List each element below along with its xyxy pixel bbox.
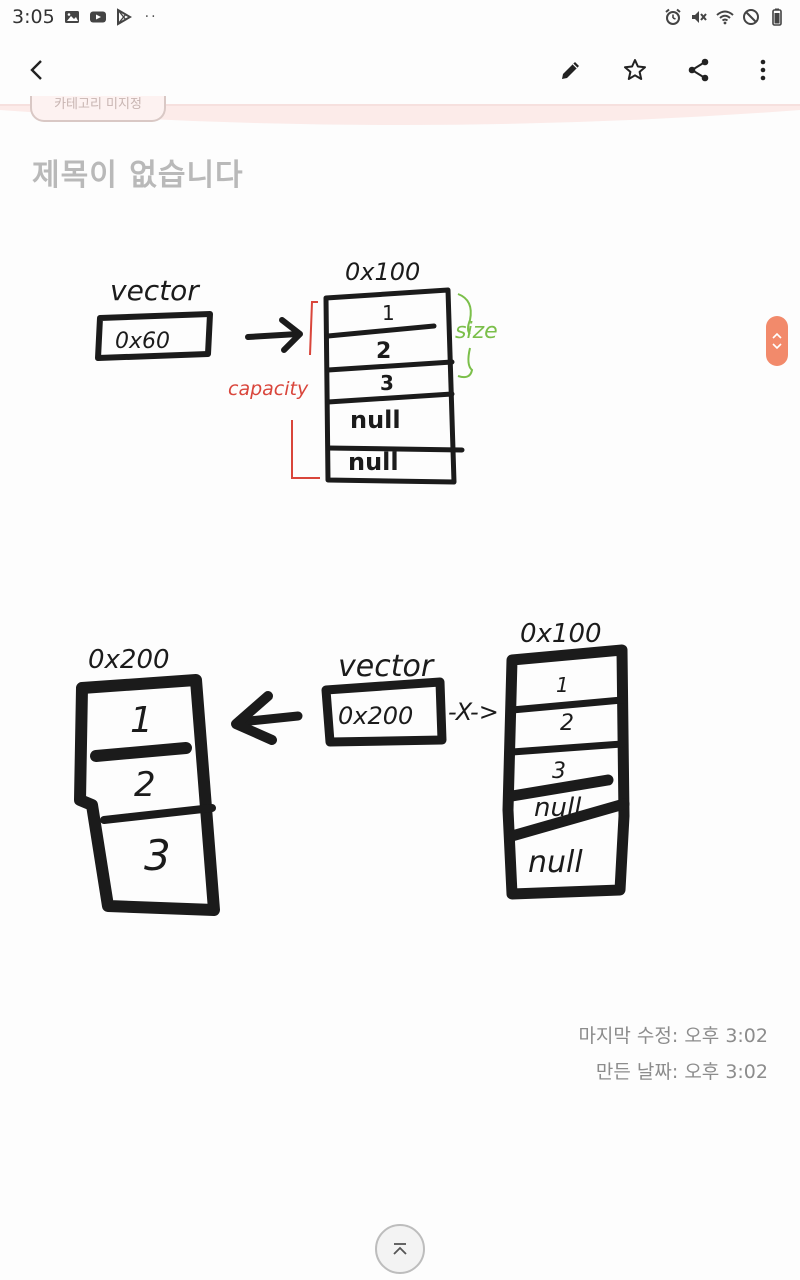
new-cell-1: 1: [130, 700, 153, 741]
bottom-arrow: [235, 711, 303, 727]
favorite-button[interactable]: [610, 45, 660, 95]
modified-time: 마지막 수정: 오후 3:02: [578, 1025, 768, 1047]
back-arrow-icon: [30, 60, 42, 80]
top-pointer-value: 0x60: [115, 329, 170, 354]
scroll-handle[interactable]: [766, 316, 788, 366]
scroll-top-icon: [393, 1243, 407, 1255]
new-array-address: 0x200: [88, 645, 170, 675]
top-cell-4: null: [350, 406, 401, 434]
top-address: 0x100: [345, 258, 420, 286]
star-icon: [624, 59, 646, 80]
chevron-down-icon: [772, 343, 782, 350]
play-store-icon: [115, 8, 133, 26]
status-right: [664, 8, 786, 26]
category-label: 카테고리 미지정: [54, 97, 142, 112]
back-button[interactable]: [12, 45, 62, 95]
status-bar: 3:05 ··: [0, 0, 800, 34]
broken-link-mark: -X->: [448, 698, 499, 726]
top-arrow-head: [279, 317, 303, 353]
bottom-pointer-box: [321, 677, 447, 747]
top-cell-5: null: [348, 448, 399, 476]
note-title[interactable]: 제목이 없습니다: [32, 158, 244, 193]
top-vector-label: vector: [110, 274, 200, 307]
alarm-icon: [664, 8, 682, 26]
bottom-arrow-head: [231, 691, 277, 745]
top-cell-1: 1: [382, 301, 395, 325]
wifi-icon: [716, 8, 734, 26]
more-vert-icon: [760, 59, 766, 81]
note-metadata: 마지막 수정: 오후 3:02 만든 날짜: 오후 3:02: [578, 1018, 768, 1090]
created-time: 만든 날짜: 오후 3:02: [595, 1061, 768, 1083]
scroll-to-top-button[interactable]: [375, 1224, 425, 1274]
capacity-label: capacity: [228, 378, 309, 400]
bottom-vector-label: vector: [338, 649, 435, 684]
new-cell-2: 2: [134, 765, 156, 805]
status-more-dots: ··: [144, 9, 158, 25]
handwritten-drawing[interactable]: vector 0x60 0x100 1 2 3 null null size c…: [0, 230, 800, 930]
battery-icon: [768, 8, 786, 26]
youtube-icon: [89, 8, 107, 26]
old-cell-4: null: [534, 793, 582, 823]
bottom-diagram: 0x200 1 2 3 vector 0x200 -X-> 0x100 1 2 …: [74, 619, 630, 916]
top-diagram: vector 0x60 0x100 1 2 3 null null size c…: [95, 258, 498, 485]
more-options-button[interactable]: [738, 45, 788, 95]
size-label: size: [455, 319, 498, 344]
old-cell-2: 2: [560, 711, 574, 736]
mute-icon: [690, 8, 708, 26]
pencil-icon: [562, 62, 579, 79]
edit-button[interactable]: [546, 45, 596, 95]
top-cell-3: 3: [380, 371, 394, 395]
app-bar-actions: [546, 45, 788, 95]
new-cell-3: 3: [144, 831, 171, 880]
gallery-icon: [63, 8, 81, 26]
top-arrow: [245, 331, 301, 340]
old-cell-1: 1: [556, 673, 569, 697]
old-cell-3: 3: [552, 759, 566, 784]
status-time: 3:05: [12, 6, 55, 28]
no-signal-icon: [742, 8, 760, 26]
top-cell-2: 2: [376, 339, 391, 364]
share-button[interactable]: [674, 45, 724, 95]
share-icon: [688, 58, 709, 82]
new-array-box: [74, 674, 220, 916]
old-array-box: [502, 644, 630, 900]
chevron-up-icon: [772, 332, 782, 339]
top-array-box: [323, 287, 457, 485]
top-pointer-box: [95, 311, 213, 361]
bottom-pointer-value: 0x200: [338, 702, 413, 730]
category-chip[interactable]: 카테고리 미지정: [30, 96, 166, 122]
status-left: 3:05 ··: [12, 6, 158, 28]
old-cell-5: null: [528, 845, 583, 880]
old-array-address: 0x100: [520, 619, 602, 649]
app-bar: [0, 34, 800, 106]
